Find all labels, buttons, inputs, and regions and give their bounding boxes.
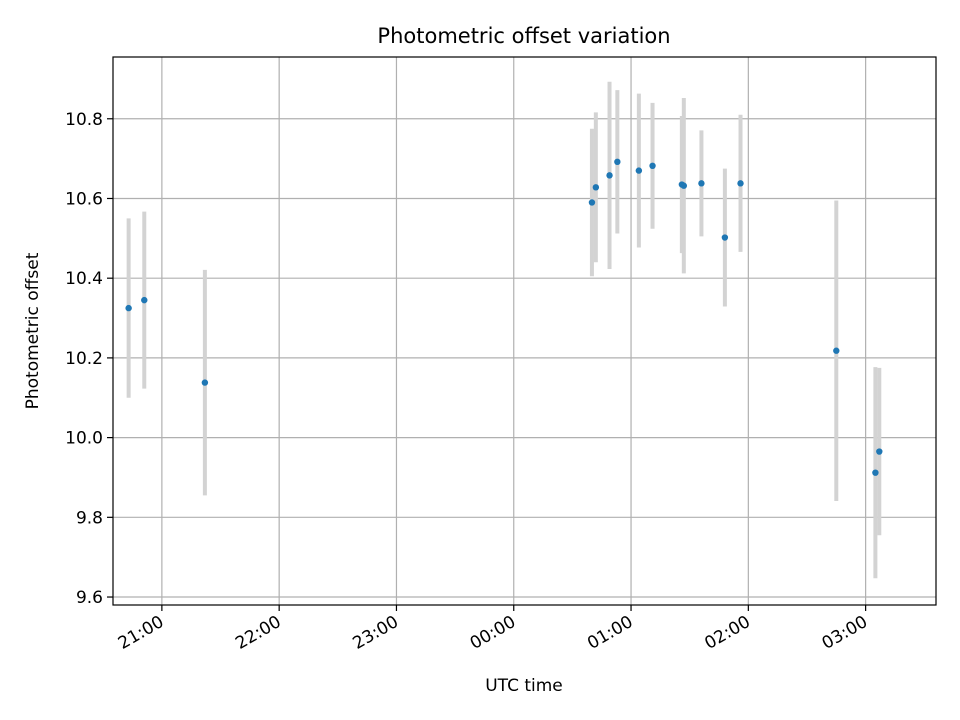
y-axis-label: Photometric offset <box>23 252 43 409</box>
y-tick-label: 10.2 <box>65 349 103 369</box>
data-point <box>588 199 596 206</box>
y-tick-label: 10.0 <box>65 429 103 449</box>
data-point <box>698 180 705 187</box>
data-point <box>680 182 688 189</box>
y-tick-label: 9.8 <box>76 508 103 528</box>
grid <box>113 57 936 605</box>
data-point <box>141 296 148 304</box>
data-point <box>201 379 209 386</box>
y-tick-label: 10.4 <box>65 269 103 289</box>
data-point <box>737 180 744 187</box>
data-point <box>721 234 729 241</box>
data-point <box>872 469 879 476</box>
data-point <box>635 167 643 174</box>
chart-title: Photometric offset variation <box>377 24 670 48</box>
plot-frame <box>112 56 937 606</box>
x-axis-label: UTC time <box>485 676 563 696</box>
y-tick-label: 10.6 <box>65 189 103 209</box>
data-point <box>649 162 656 170</box>
data-point <box>833 347 840 354</box>
data-point <box>592 184 600 191</box>
data-point <box>614 158 621 166</box>
data-point <box>876 448 883 455</box>
data-point <box>606 172 613 179</box>
data-points <box>125 158 883 476</box>
y-tick-label: 10.8 <box>65 110 103 130</box>
y-tick-label: 9.6 <box>76 588 103 608</box>
data-point <box>125 304 132 312</box>
